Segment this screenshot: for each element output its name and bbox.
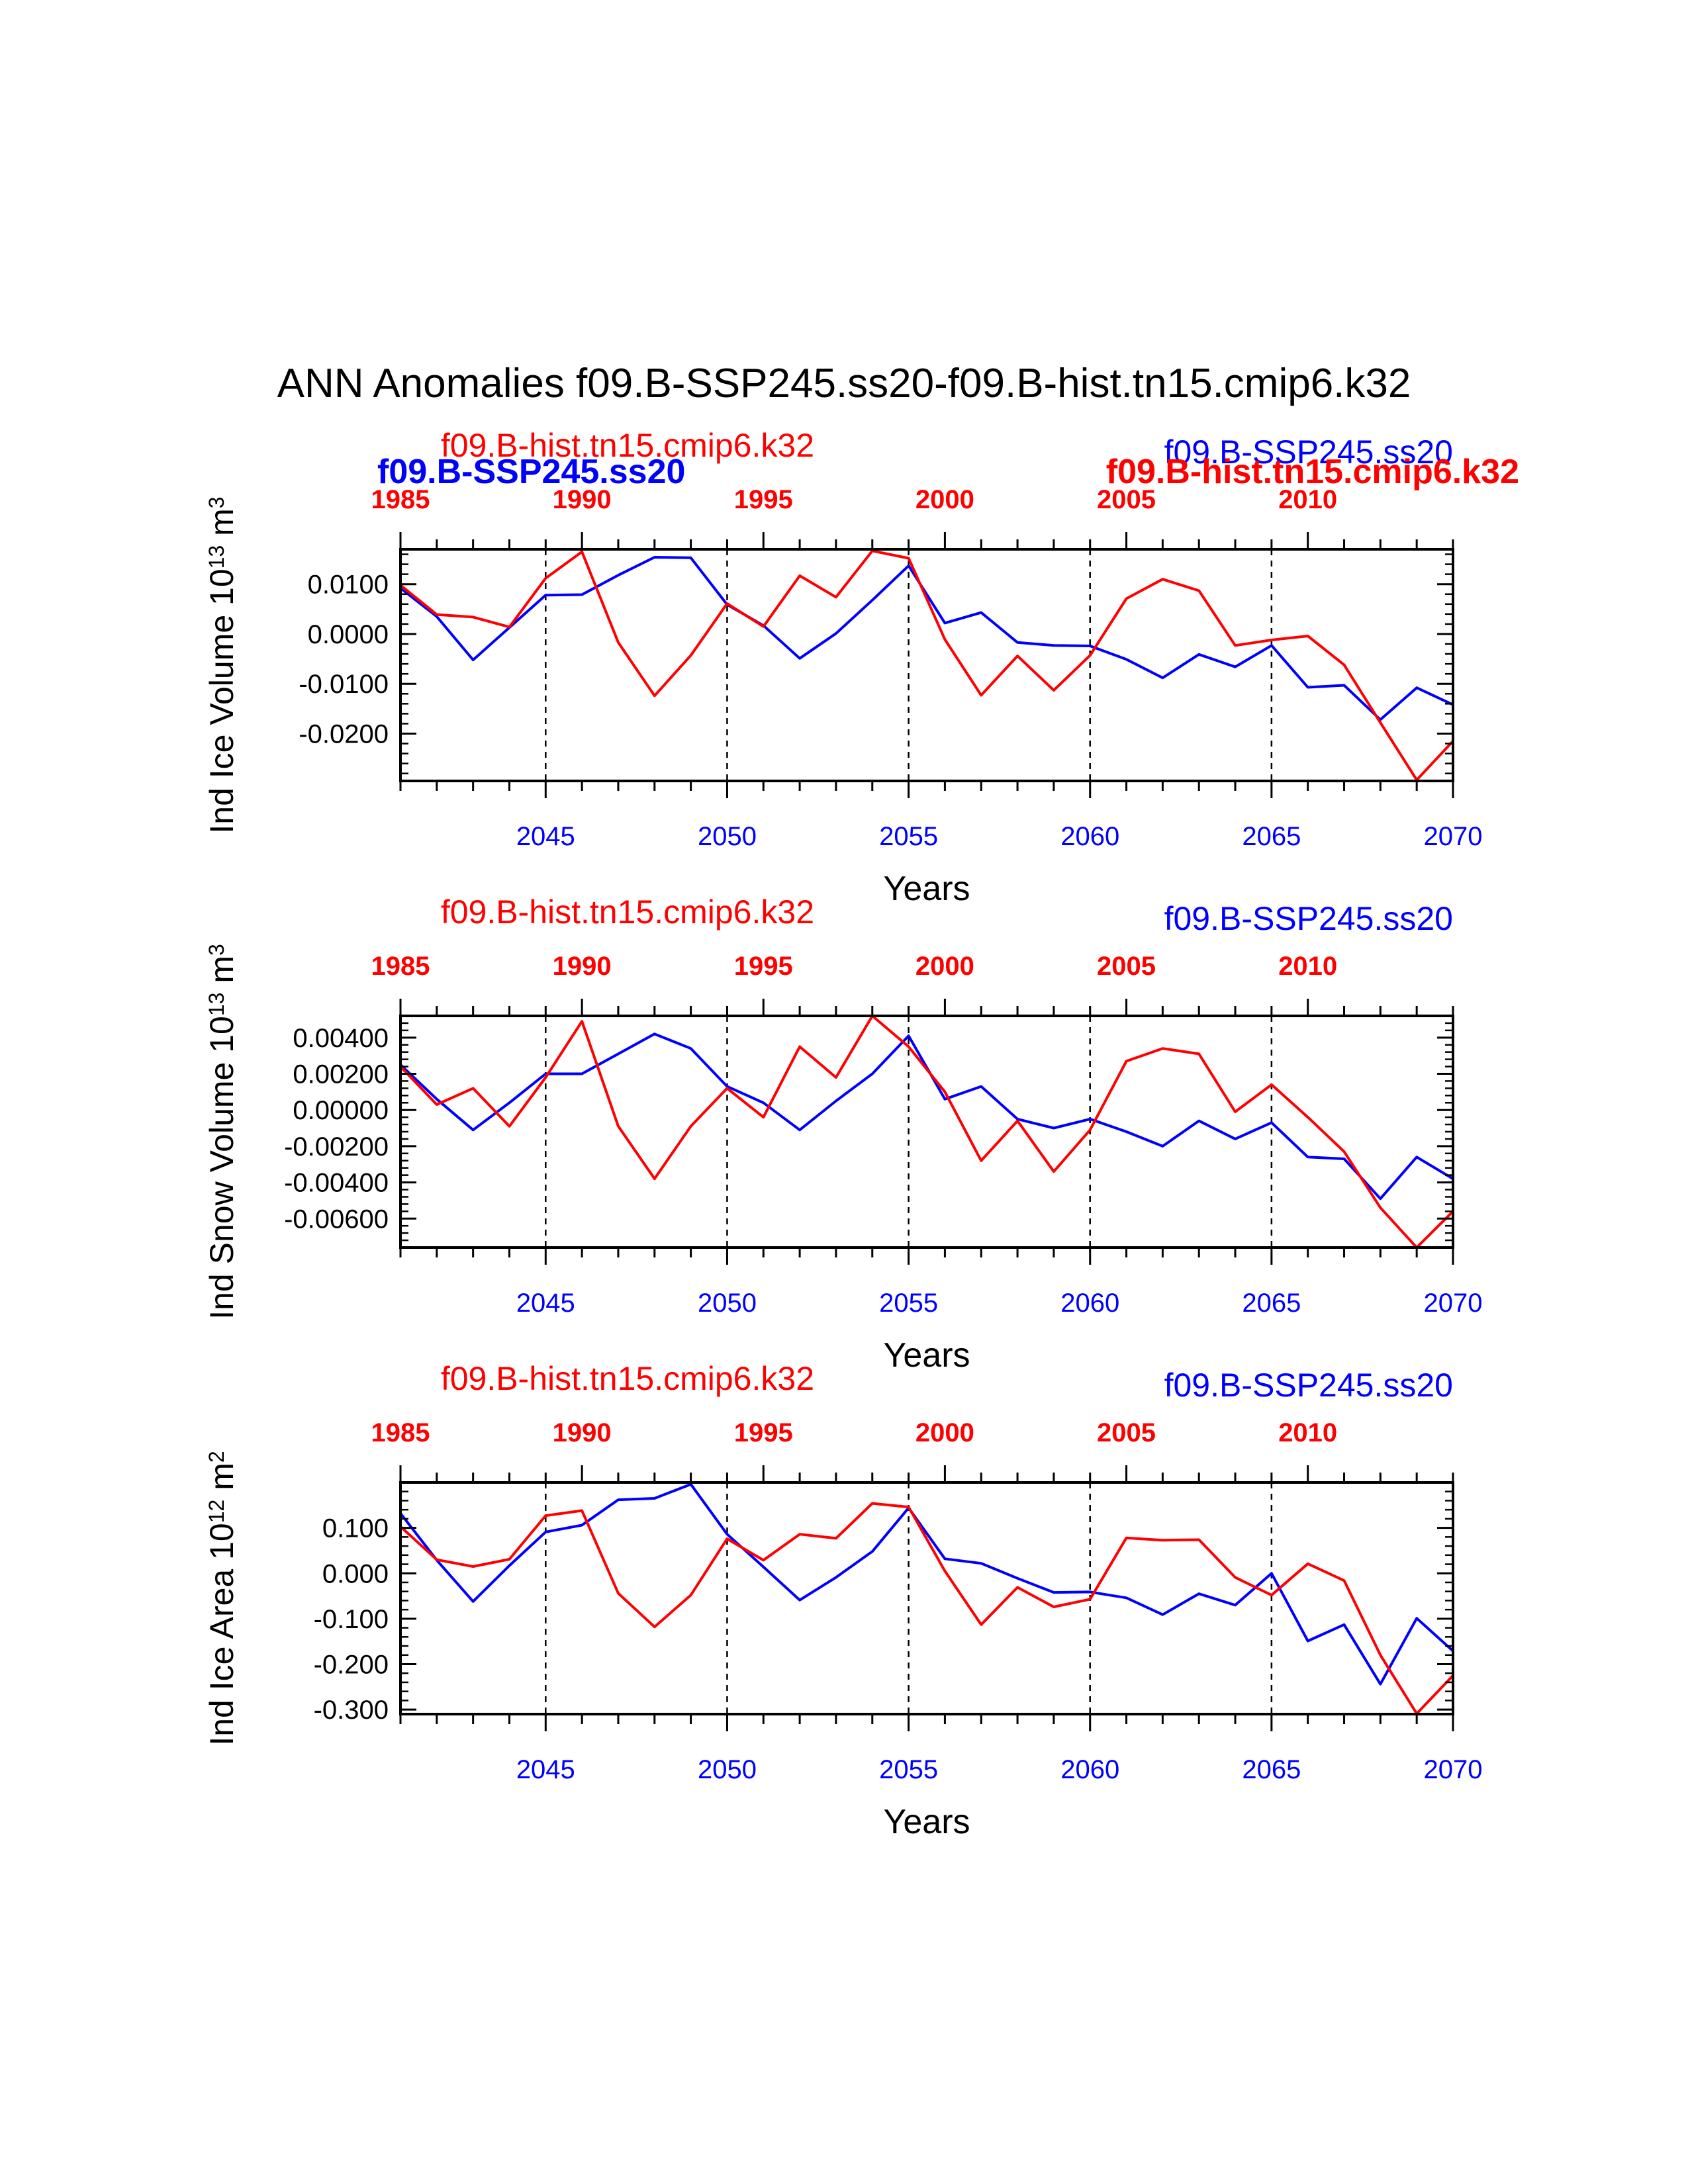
y-tick-label: 0.0000 — [308, 620, 389, 649]
x-tick-label: 2050 — [698, 1755, 757, 1784]
x-axis-title: Years — [883, 870, 970, 908]
y-tick-label: -0.00400 — [284, 1169, 389, 1198]
top-tick-label: 2000 — [915, 952, 974, 981]
x-tick-label: 2060 — [1060, 822, 1119, 851]
y-axis-label-part: m — [203, 508, 240, 545]
top-tick-label: 1990 — [553, 952, 612, 981]
y-tick-label: -0.100 — [314, 1605, 389, 1634]
panels: 2045 2050 2055 2060 2065 2070 1985 1990 1995 2000… — [203, 427, 1519, 1841]
case-series-label: f09.B-SSP245.ss20 — [1164, 1367, 1453, 1404]
x-tick-label: 2045 — [516, 822, 575, 851]
top-tick-label: 2010 — [1278, 1418, 1337, 1447]
y-axis-label-part: Ind Ice Area 10 — [203, 1523, 240, 1745]
x-tick-label: 2065 — [1242, 822, 1301, 851]
x-tick-label: 2055 — [879, 1289, 938, 1318]
x-axis-title: Years — [883, 1336, 970, 1375]
top-tick-label: 2005 — [1097, 952, 1156, 981]
x-tick-label: 2070 — [1424, 1289, 1483, 1318]
y-axis-label-superscript: 13 — [205, 545, 228, 569]
y-axis-label-superscript: 3 — [205, 944, 228, 956]
y-axis-label-part: m — [203, 1463, 240, 1500]
x-tick-label: 2055 — [879, 822, 938, 851]
top-tick-label: 1995 — [734, 952, 793, 981]
top-tick-label: 1995 — [734, 485, 793, 514]
y-tick-label: -0.00600 — [284, 1205, 389, 1234]
x-axis-title: Years — [883, 1803, 970, 1841]
x-tick-label: 2060 — [1060, 1289, 1119, 1318]
plot-frame — [399, 548, 1454, 782]
y-tick-label: 0.00000 — [293, 1096, 389, 1125]
top-tick-label: 1985 — [371, 1418, 430, 1447]
y-axis-label-superscript: 12 — [205, 1500, 228, 1524]
x-tick-label: 2045 — [516, 1755, 575, 1784]
y-axis-label: Ind Ice Volume 1013 m3 — [203, 496, 240, 833]
panel-3: 2045 2050 2055 2060 2065 2070 1985 1990 1995 2000… — [203, 1360, 1482, 1841]
top-tick-label: 2000 — [915, 485, 974, 514]
y-tick-label: -0.200 — [314, 1651, 389, 1680]
top-tick-label: 1985 — [371, 485, 430, 514]
x-tick-label: 2070 — [1424, 1755, 1483, 1784]
chart-title: ANN Anomalies f09.B-SSP245.ss20-f09.B-hi… — [277, 361, 1411, 406]
top-tick-label: 2010 — [1278, 952, 1337, 981]
top-tick-label: 1995 — [734, 1418, 793, 1447]
top-tick-label: 2000 — [915, 1418, 974, 1447]
x-tick-label: 2045 — [516, 1289, 575, 1318]
x-tick-label: 2065 — [1242, 1289, 1301, 1318]
x-tick-label: 2050 — [698, 822, 757, 851]
y-tick-label: -0.00200 — [284, 1132, 389, 1161]
top-tick-label: 1990 — [553, 1418, 612, 1447]
x-tick-label: 2055 — [879, 1755, 938, 1784]
y-axis-label: Ind Ice Area 1012 m2 — [203, 1451, 240, 1745]
top-tick-label: 1990 — [553, 485, 612, 514]
y-tick-label: 0.00400 — [293, 1024, 389, 1053]
x-tick-label: 2065 — [1242, 1755, 1301, 1784]
y-tick-label: 0.000 — [322, 1559, 389, 1588]
top-tick-label: 2005 — [1097, 1418, 1156, 1447]
y-axis-label-part: m — [203, 956, 240, 993]
y-tick-label: 0.100 — [322, 1514, 389, 1543]
control-series-label: f09.B-hist.tn15.cmip6.k32 — [441, 427, 814, 464]
y-axis-label-part: Ind Ice Volume 10 — [203, 569, 240, 833]
control-series-line — [399, 1502, 1454, 1715]
control-bold-overlap-label: f09.B-hist.tn15.cmip6.k32 — [1106, 453, 1519, 491]
case-series-line — [399, 1482, 1454, 1686]
x-tick-label: 2050 — [698, 1289, 757, 1318]
top-tick-label: 2010 — [1278, 485, 1337, 514]
panel-1: 2045 2050 2055 2060 2065 2070 1985 1990 1995 2000… — [203, 427, 1519, 908]
plot-frame — [399, 1481, 1454, 1715]
case-series-label: f09.B-SSP245.ss20 — [1164, 900, 1453, 937]
y-tick-label: -0.0100 — [299, 670, 389, 699]
control-series-line — [399, 1015, 1454, 1249]
control-series-label: f09.B-hist.tn15.cmip6.k32 — [441, 1360, 814, 1397]
y-tick-label: 0.00200 — [293, 1060, 389, 1089]
case-bold-overlap-label: f09.B-SSP245.ss20 — [377, 453, 685, 491]
y-tick-label: -0.300 — [314, 1696, 389, 1725]
y-axis-label-superscript: 3 — [205, 496, 228, 508]
case-series-line — [399, 556, 1454, 721]
panel-2: 2045 2050 2055 2060 2065 2070 1985 1990 1995 2000… — [203, 893, 1482, 1375]
top-tick-label: 1985 — [371, 952, 430, 981]
control-series-line — [399, 549, 1454, 782]
control-series-label: f09.B-hist.tn15.cmip6.k32 — [441, 893, 814, 931]
y-axis-label-part: Ind Snow Volume 10 — [203, 1016, 240, 1320]
top-tick-label: 2005 — [1097, 485, 1156, 514]
x-tick-label: 2060 — [1060, 1755, 1119, 1784]
x-tick-label: 2070 — [1424, 822, 1483, 851]
y-tick-label: -0.0200 — [299, 719, 389, 749]
case-series-label: f09.B-SSP245.ss20 — [1164, 433, 1453, 471]
y-axis-label: Ind Snow Volume 1013 m3 — [203, 944, 240, 1320]
y-axis-label-superscript: 13 — [205, 993, 228, 1017]
y-tick-label: 0.0100 — [308, 570, 389, 600]
y-axis-label-superscript: 2 — [205, 1451, 228, 1463]
